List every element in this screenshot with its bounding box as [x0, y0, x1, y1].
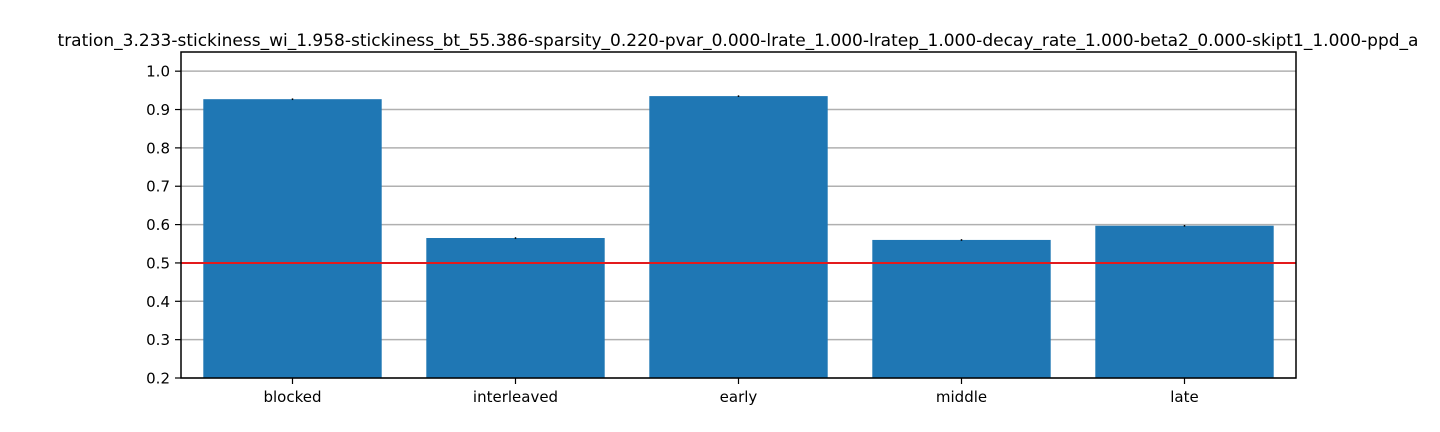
bars [203, 95, 1274, 378]
bar-early [649, 96, 828, 378]
y-tick-label: 0.7 [146, 178, 170, 196]
y-tick-label: 1.0 [146, 63, 170, 81]
bar-middle [872, 239, 1051, 378]
bar-interleaved [426, 238, 605, 378]
y-tick-label: 0.5 [146, 254, 170, 272]
y-axis-ticks: 0.2 0.3 0.4 0.5 0.6 0.7 0.8 0.9 1.0 [146, 63, 181, 388]
y-tick-label: 0.9 [146, 101, 170, 119]
x-tick-label-early: early [720, 388, 758, 406]
y-tick-label: 0.3 [146, 331, 170, 349]
bar-late [1095, 225, 1274, 378]
y-tick-label: 0.4 [146, 293, 170, 311]
y-tick-label: 0.6 [146, 216, 170, 234]
x-tick-label-middle: middle [936, 388, 987, 406]
y-tick-label: 0.2 [146, 370, 170, 388]
chart-title: tration_3.233-stickiness_wi_1.958-sticki… [58, 31, 1419, 51]
y-tick-label: 0.8 [146, 139, 170, 157]
bar-blocked [203, 99, 382, 378]
x-axis-ticks: blocked interleaved early middle late [263, 378, 1199, 406]
x-tick-label-blocked: blocked [263, 388, 321, 406]
x-tick-label-interleaved: interleaved [473, 388, 558, 406]
x-tick-label-late: late [1170, 388, 1198, 406]
